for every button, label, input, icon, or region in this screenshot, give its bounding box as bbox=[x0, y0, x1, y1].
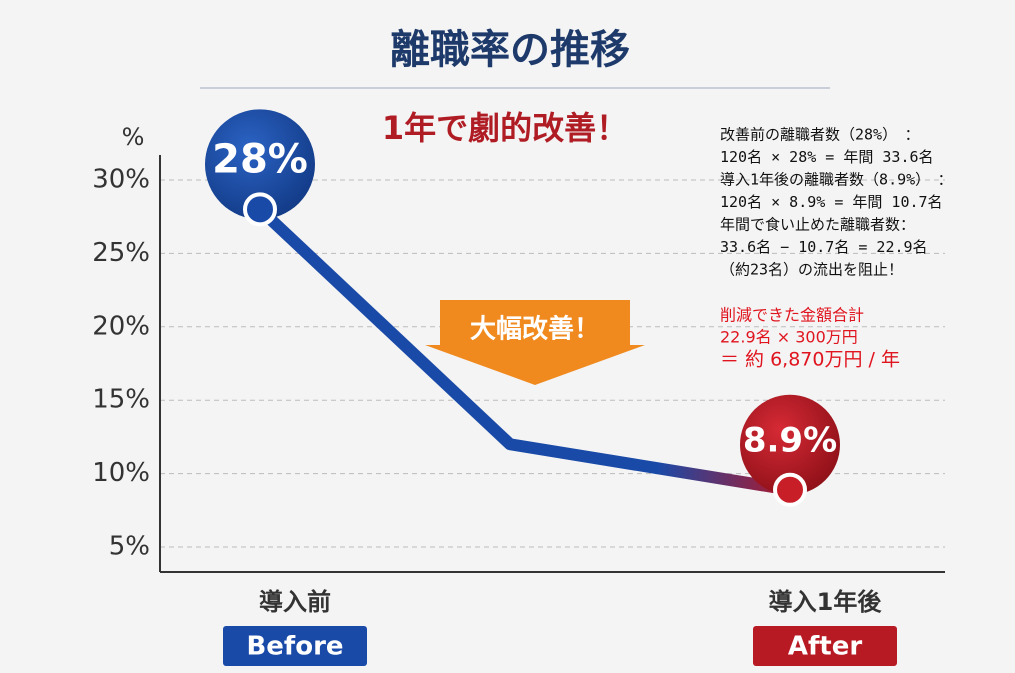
savings-line: 削減できた金額合計 bbox=[720, 306, 864, 325]
savings-line: 22.9名 × 300万円 bbox=[720, 328, 858, 347]
value-bubble bbox=[740, 394, 840, 495]
note-line: 33.6名 − 10.7名 = 22.9名 bbox=[720, 238, 928, 256]
note-line: 改善前の離職者数（28%） ： bbox=[720, 126, 920, 144]
chart-title: 離職率の推移 bbox=[390, 27, 630, 73]
category-badge-label: After bbox=[788, 632, 862, 662]
y-tick-label: 25% bbox=[92, 238, 150, 268]
y-tick-label: 15% bbox=[92, 385, 150, 415]
note-line: 導入1年後の離職者数（8.9%） ： bbox=[720, 171, 953, 189]
savings-line: ＝ 約 6,870万円 / 年 bbox=[720, 349, 900, 371]
point bbox=[243, 192, 277, 227]
y-tick-label: 10% bbox=[92, 458, 150, 488]
x-tick-label: 導入前 bbox=[259, 588, 331, 616]
value-bubble bbox=[205, 109, 315, 220]
line bbox=[255, 204, 791, 496]
category-badge bbox=[223, 626, 367, 666]
category-badge-label: Before bbox=[246, 632, 343, 662]
category-badge bbox=[753, 626, 897, 666]
y-tick-label: 30% bbox=[92, 164, 150, 194]
note-line: 120名 × 8.9% = 年間 10.7名 bbox=[720, 193, 943, 211]
annotation: 大幅改善！ bbox=[470, 314, 600, 345]
note-line: 120名 × 28% = 年間 33.6名 bbox=[720, 148, 934, 166]
note-line: （約23名）の流出を阻止！ bbox=[720, 261, 903, 279]
y-axis-label: % bbox=[122, 123, 145, 151]
annotation-arrow bbox=[425, 300, 645, 385]
note-line: 年間で食い止めた離職者数： bbox=[720, 216, 915, 234]
y-tick-label: 5% bbox=[109, 532, 150, 562]
data-label: 28% bbox=[212, 136, 308, 182]
point bbox=[773, 472, 807, 507]
subtitle: 1年で劇的改善！ bbox=[382, 109, 628, 147]
x-tick-label: 導入1年後 bbox=[769, 588, 883, 616]
y-tick-label: 20% bbox=[92, 311, 150, 341]
data-label: 8.9% bbox=[743, 420, 837, 460]
